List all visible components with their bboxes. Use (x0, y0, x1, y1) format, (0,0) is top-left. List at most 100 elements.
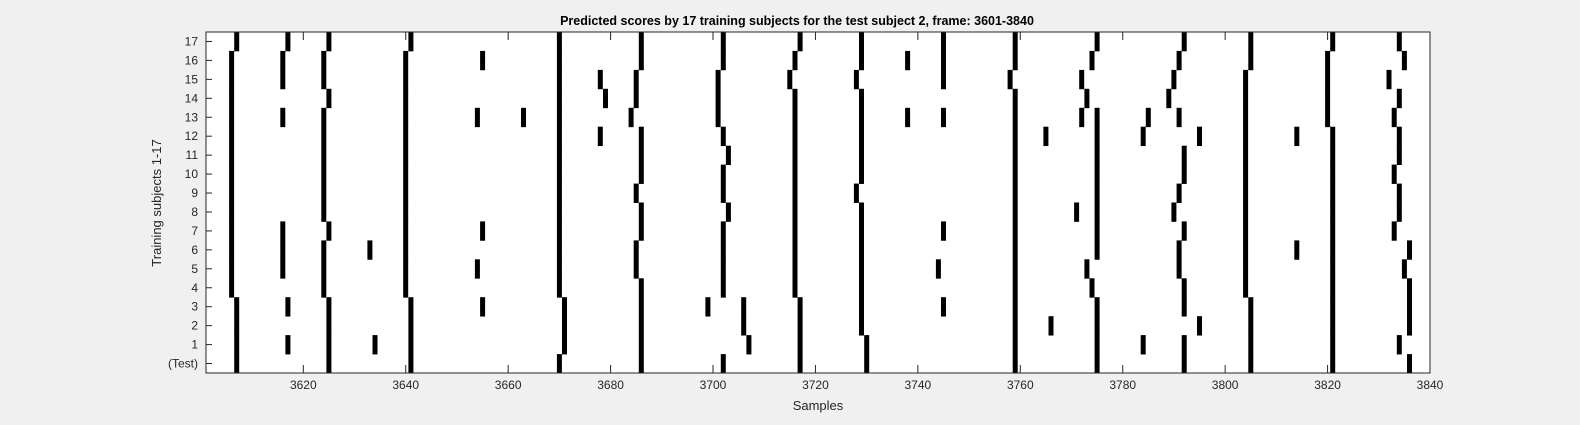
raster-mark (229, 50, 235, 71)
raster-mark (1330, 354, 1336, 374)
x-tick-label: 3680 (597, 378, 624, 392)
raster-mark (741, 316, 747, 336)
raster-mark (280, 107, 286, 128)
raster-mark (1243, 221, 1249, 241)
x-tick-label: 3720 (802, 378, 829, 392)
raster-mark (720, 183, 726, 203)
raster-mark (859, 145, 864, 166)
raster-mark (1094, 316, 1100, 336)
raster-mark (1094, 354, 1100, 374)
raster-mark (1012, 297, 1018, 317)
raster-mark (1084, 88, 1090, 109)
raster-mark (556, 354, 562, 374)
raster-mark (1012, 259, 1018, 279)
raster-mark (1012, 240, 1018, 260)
raster-mark (1089, 278, 1095, 298)
raster-mark (229, 278, 235, 298)
raster-mark (941, 32, 946, 52)
x-tick-label: 3740 (905, 378, 932, 392)
raster-mark (633, 240, 639, 260)
raster-mark (638, 126, 644, 147)
raster-mark (638, 221, 644, 241)
raster-mark (1043, 126, 1049, 147)
raster-mark (715, 107, 721, 128)
raster-mark (1012, 164, 1018, 184)
raster-mark (859, 126, 864, 147)
raster-mark (797, 32, 803, 52)
raster-mark (941, 297, 946, 317)
raster-mark (725, 145, 731, 166)
x-tick-label: 3660 (495, 378, 522, 392)
raster-mark (556, 278, 562, 298)
raster-mark (280, 259, 286, 279)
raster-mark (1243, 164, 1249, 184)
raster-mark (1330, 335, 1336, 355)
raster-mark (1084, 259, 1090, 279)
raster-mark (1176, 240, 1182, 260)
raster-mark (556, 126, 562, 147)
raster-mark (1012, 32, 1018, 52)
raster-mark (1243, 145, 1249, 166)
raster-mark (787, 69, 793, 90)
raster-mark (720, 259, 726, 279)
raster-mark (725, 202, 731, 222)
raster-mark (941, 221, 946, 241)
raster-mark (1197, 316, 1202, 336)
raster-mark (403, 69, 409, 90)
raster-mark (603, 88, 608, 109)
raster-mark (792, 88, 798, 109)
raster-mark (853, 183, 859, 203)
raster-mark (1401, 259, 1407, 279)
raster-mark (556, 69, 562, 90)
raster-mark (638, 278, 644, 298)
raster-mark (720, 164, 726, 184)
raster-mark (280, 69, 286, 90)
raster-mark (321, 259, 327, 279)
y-tick-label: 11 (186, 148, 199, 162)
raster-mark (1330, 221, 1336, 241)
raster-mark (1391, 107, 1397, 128)
raster-mark (1330, 278, 1336, 298)
raster-mark (859, 297, 864, 317)
y-tick-label: 2 (191, 319, 198, 333)
raster-mark (859, 316, 864, 336)
raster-mark (853, 69, 859, 90)
raster-mark (792, 145, 798, 166)
y-tick-label: 14 (185, 91, 199, 105)
raster-mark (1012, 183, 1018, 203)
raster-mark (1396, 335, 1402, 355)
raster-mark (1012, 50, 1018, 71)
raster-mark (905, 107, 911, 128)
raster-mark (864, 354, 870, 374)
raster-mark (1012, 316, 1018, 336)
raster-mark (234, 32, 240, 52)
raster-mark (1407, 240, 1412, 260)
raster-mark (229, 69, 235, 90)
raster-mark (285, 335, 291, 355)
raster-mark (859, 278, 864, 298)
raster-mark (229, 202, 235, 222)
raster-mark (1094, 164, 1100, 184)
raster-mark (792, 221, 798, 241)
raster-mark (1074, 202, 1080, 222)
raster-mark (1094, 126, 1100, 147)
raster-row (229, 183, 1402, 203)
raster-mark (556, 202, 562, 222)
raster-mark (638, 297, 644, 317)
raster-mark (367, 240, 373, 260)
raster-mark (403, 202, 409, 222)
raster-mark (941, 50, 946, 71)
raster-mark (1012, 221, 1018, 241)
raster-mark (1243, 88, 1249, 109)
raster-mark (720, 221, 726, 241)
raster-mark (326, 354, 332, 374)
raster-mark (408, 354, 414, 374)
raster-row (229, 88, 1402, 109)
raster-mark (638, 202, 644, 222)
raster-mark (403, 164, 409, 184)
raster-mark (403, 88, 409, 109)
x-tick-label: 3700 (700, 378, 727, 392)
raster-mark (1386, 69, 1392, 90)
raster-mark (792, 259, 798, 279)
raster-mark (229, 126, 235, 147)
